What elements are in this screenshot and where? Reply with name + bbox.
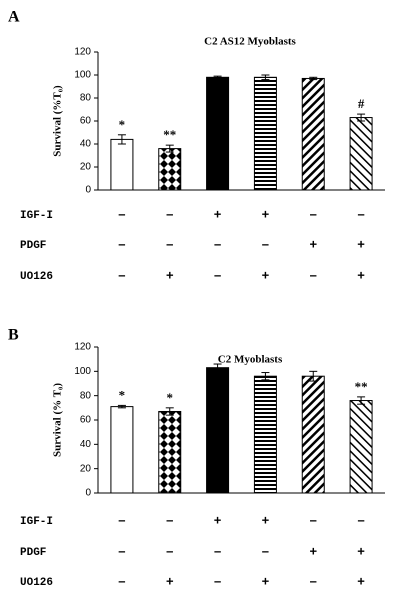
y-axis-label: Survival (% T₀) <box>52 383 64 457</box>
treatment-sign: – <box>118 573 125 588</box>
bar <box>253 76 277 191</box>
treatment-sign: + <box>262 206 270 221</box>
bar <box>301 77 325 191</box>
treatment-sign: + <box>262 573 270 588</box>
annotation: # <box>358 96 365 111</box>
y-tick-label: 100 <box>74 70 91 81</box>
treatment-sign: + <box>357 267 365 282</box>
y-tick-label: 0 <box>85 185 91 196</box>
treatment-sign: – <box>310 512 317 527</box>
treatment-sign: + <box>214 512 222 527</box>
y-tick-label: 120 <box>74 47 91 58</box>
annotation: * <box>119 117 126 132</box>
annotation: ** <box>163 127 176 142</box>
annotation: ** <box>355 379 368 394</box>
treatment-sign: + <box>357 543 365 558</box>
bar <box>349 400 373 494</box>
treatment-sign: – <box>118 236 125 251</box>
treatment-name: UO126 <box>20 271 53 283</box>
treatment-sign: – <box>214 267 221 282</box>
treatment-name: PDGF <box>20 547 46 559</box>
bar <box>349 117 373 191</box>
treatment-name: IGF-I <box>20 210 53 222</box>
treatment-sign: – <box>262 543 269 558</box>
y-tick-label: 60 <box>80 116 92 127</box>
y-tick-label: 80 <box>80 93 92 104</box>
treatment-sign: – <box>214 573 221 588</box>
y-tick-label: 80 <box>80 390 92 401</box>
treatment-sign: + <box>166 267 174 282</box>
y-tick-label: 120 <box>74 342 91 353</box>
bar <box>301 375 325 494</box>
y-tick-label: 40 <box>80 439 92 450</box>
bar <box>206 76 230 191</box>
treatment-sign: + <box>309 543 317 558</box>
treatment-sign: + <box>214 206 222 221</box>
chart-title: C2 Myoblasts <box>218 354 283 366</box>
bar <box>253 375 277 494</box>
treatment-sign: – <box>118 512 125 527</box>
y-tick-label: 40 <box>80 139 92 150</box>
treatment-sign: – <box>166 236 173 251</box>
treatment-sign: + <box>262 267 270 282</box>
bar <box>158 410 182 494</box>
treatment-sign: – <box>214 543 221 558</box>
treatment-sign: – <box>214 236 221 251</box>
treatment-sign: – <box>166 543 173 558</box>
y-tick-label: 20 <box>80 463 92 474</box>
treatment-sign: + <box>262 512 270 527</box>
treatment-sign: – <box>310 573 317 588</box>
panel-label: A <box>8 9 20 26</box>
treatment-sign: + <box>357 236 365 251</box>
y-tick-label: 100 <box>74 366 91 377</box>
panel-label: B <box>8 327 19 344</box>
bar <box>206 367 230 494</box>
treatment-sign: – <box>118 267 125 282</box>
treatment-sign: – <box>310 206 317 221</box>
bar <box>110 138 134 191</box>
treatment-sign: – <box>166 512 173 527</box>
treatment-name: IGF-I <box>20 516 53 528</box>
annotation: * <box>119 387 126 402</box>
treatment-sign: – <box>357 512 364 527</box>
treatment-sign: + <box>309 236 317 251</box>
treatment-sign: + <box>357 573 365 588</box>
treatment-sign: – <box>166 206 173 221</box>
annotation: * <box>167 390 174 405</box>
y-tick-label: 20 <box>80 162 92 173</box>
chart-title: C2 AS12 Myoblasts <box>204 36 296 48</box>
bar <box>110 406 134 494</box>
y-axis-label: Survival (%T₀) <box>52 85 64 157</box>
treatment-name: UO126 <box>20 577 53 589</box>
treatment-sign: – <box>118 543 125 558</box>
treatment-sign: + <box>166 573 174 588</box>
y-tick-label: 0 <box>85 488 91 499</box>
treatment-sign: – <box>118 206 125 221</box>
treatment-sign: – <box>357 206 364 221</box>
treatment-sign: – <box>310 267 317 282</box>
bar <box>158 148 182 191</box>
y-tick-label: 60 <box>80 415 92 426</box>
treatment-name: PDGF <box>20 240 46 252</box>
treatment-sign: – <box>262 236 269 251</box>
